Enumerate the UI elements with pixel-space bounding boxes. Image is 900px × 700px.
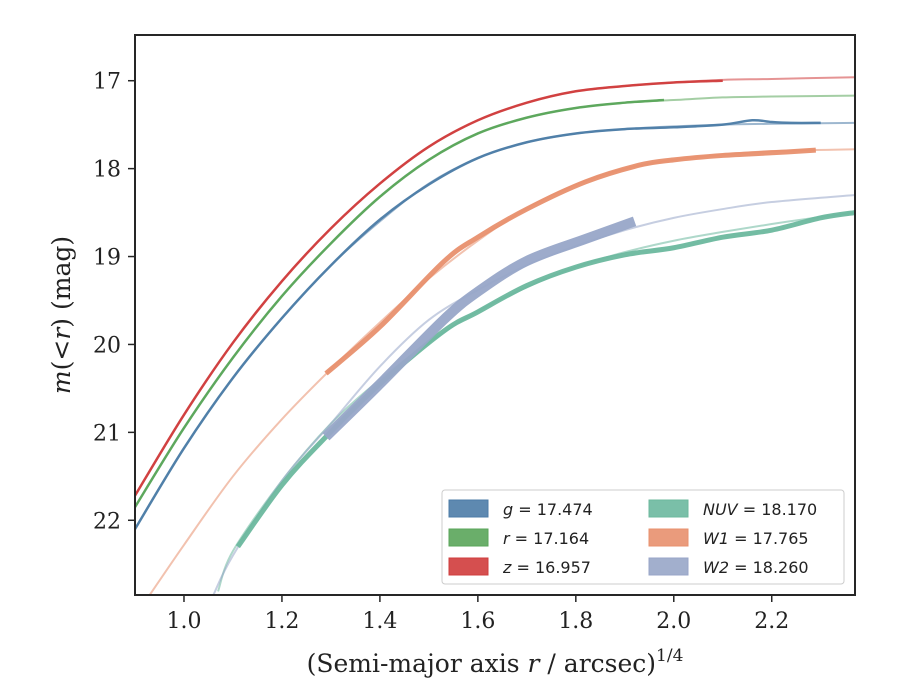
x-tick-label: 2.0 [656,609,691,634]
legend-swatch-r [448,528,489,547]
series-z-line [135,79,723,497]
series-g-line [135,118,821,530]
x-tick-label: 2.2 [754,609,789,634]
x-tick-label: 1.2 [264,609,299,634]
y-tick-label: 22 [93,509,121,534]
series-w1-line [324,147,816,376]
y-tick-label: 20 [93,333,121,358]
y-tick-label: 21 [93,421,121,446]
legend: g = 17.474 r = 17.164 z = 16.957 NUV = 18.1… [441,489,845,585]
legend-label-r: r = 17.164 [503,529,589,548]
series-r-line [135,98,665,508]
legend-swatch-g [448,499,489,518]
legend-label-w1: W1 = 17.765 [703,529,809,548]
plot-frame [134,34,856,596]
y-tick-label: 19 [93,246,121,271]
legend-swatch-w2 [648,557,689,576]
x-tick-label: 1.6 [460,609,495,634]
legend-swatch-w1 [648,528,689,547]
y-axis-label: m(<r) (mag) [47,236,76,394]
legend-box [441,489,845,585]
legend-swatch-nuv [648,499,689,518]
x-tick-label: 1.8 [558,609,593,634]
legend-swatch-z [448,557,489,576]
series-layer [135,76,855,595]
legend-label-z: z = 16.957 [502,558,591,577]
y-tick-label: 18 [93,158,121,183]
x-axis-ticks: 1.0 1.2 1.4 1.6 1.8 2.0 2.2 [166,595,789,634]
series-w2-line [322,216,637,441]
x-axis-label: (Semi-major axis r / arcsec)1/4 [307,646,684,678]
x-tick-label: 1.4 [362,609,397,634]
legend-label-g: g = 17.474 [503,500,593,519]
legend-label-w2: W2 = 18.260 [703,558,809,577]
x-tick-label: 1.0 [166,609,201,634]
legend-items: g = 17.474 r = 17.164 z = 16.957 NUV = 18.1… [448,499,817,577]
legend-label-nuv: NUV = 18.170 [703,500,817,519]
y-axis-ticks: 17 18 19 20 21 22 [93,70,135,534]
y-tick-label: 17 [93,70,121,95]
